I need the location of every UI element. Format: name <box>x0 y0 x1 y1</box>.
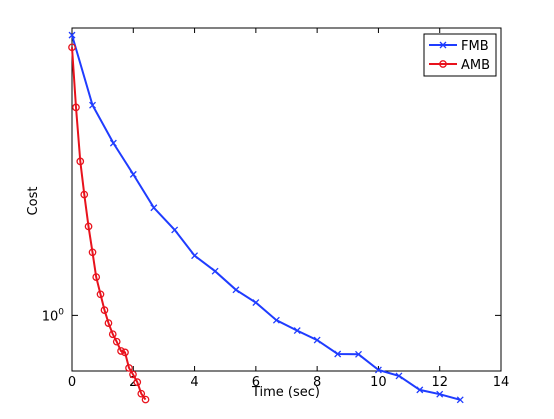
data-point-amb <box>141 395 150 404</box>
data-point-amb <box>92 273 101 281</box>
data-point-fmb <box>89 101 96 109</box>
plot-frame <box>71 27 502 372</box>
data-point-fmb <box>395 372 403 380</box>
data-point-amb <box>137 389 146 398</box>
legend-marker-amb <box>439 60 447 68</box>
data-point-fmb <box>293 327 301 335</box>
data-point-amb <box>104 319 113 327</box>
x-tick-label: 4 <box>190 375 198 390</box>
data-point-amb <box>117 347 125 355</box>
data-point-amb <box>72 103 80 112</box>
data-point-amb <box>133 378 142 387</box>
x-axis-label: Time (sec) <box>251 385 320 400</box>
data-point-amb <box>84 222 93 231</box>
data-point-fmb <box>252 299 260 307</box>
data-point-amb <box>121 348 129 357</box>
x-tick-label: 6 <box>252 375 260 390</box>
data-point-fmb <box>171 226 179 234</box>
data-point-fmb <box>68 31 76 39</box>
legend-box <box>423 33 497 77</box>
data-point-fmb <box>374 366 382 374</box>
legend-marker-fmb <box>439 41 447 49</box>
legend-label-fmb: FMB <box>461 39 489 54</box>
data-point-fmb <box>191 252 199 260</box>
x-tick-label: 10 <box>370 375 387 390</box>
data-point-fmb <box>150 204 158 212</box>
y-tick-label: 100 <box>42 307 65 324</box>
data-point-fmb <box>109 139 117 147</box>
data-point-fmb <box>232 286 240 294</box>
data-point-amb <box>88 248 97 257</box>
data-point-amb <box>80 190 89 199</box>
x-tick-label: 14 <box>493 375 510 390</box>
data-point-fmb <box>211 267 219 275</box>
data-point-fmb <box>313 336 321 344</box>
data-point-fmb <box>272 316 280 324</box>
data-point-amb <box>100 306 109 314</box>
data-point-amb <box>76 157 85 166</box>
legend-label-amb: AMB <box>461 58 490 73</box>
data-point-amb <box>112 337 121 346</box>
x-tick-label: 8 <box>313 375 321 390</box>
x-tick-label: 12 <box>431 375 448 390</box>
data-point-fmb <box>334 350 342 358</box>
data-point-fmb <box>129 170 137 178</box>
series-line-amb <box>71 47 147 401</box>
data-point-amb <box>129 370 137 379</box>
data-point-fmb <box>456 396 464 404</box>
data-point-amb <box>96 290 105 299</box>
data-point-amb <box>68 43 76 52</box>
series-line-fmb <box>71 34 461 401</box>
data-point-amb <box>125 364 133 372</box>
data-point-fmb <box>416 386 424 394</box>
y-axis-label: Cost <box>26 187 41 216</box>
data-point-amb <box>108 330 117 339</box>
data-point-fmb <box>355 350 362 358</box>
x-tick-label: 2 <box>129 375 137 390</box>
x-tick-label: 0 <box>68 375 76 390</box>
data-point-fmb <box>436 390 444 398</box>
